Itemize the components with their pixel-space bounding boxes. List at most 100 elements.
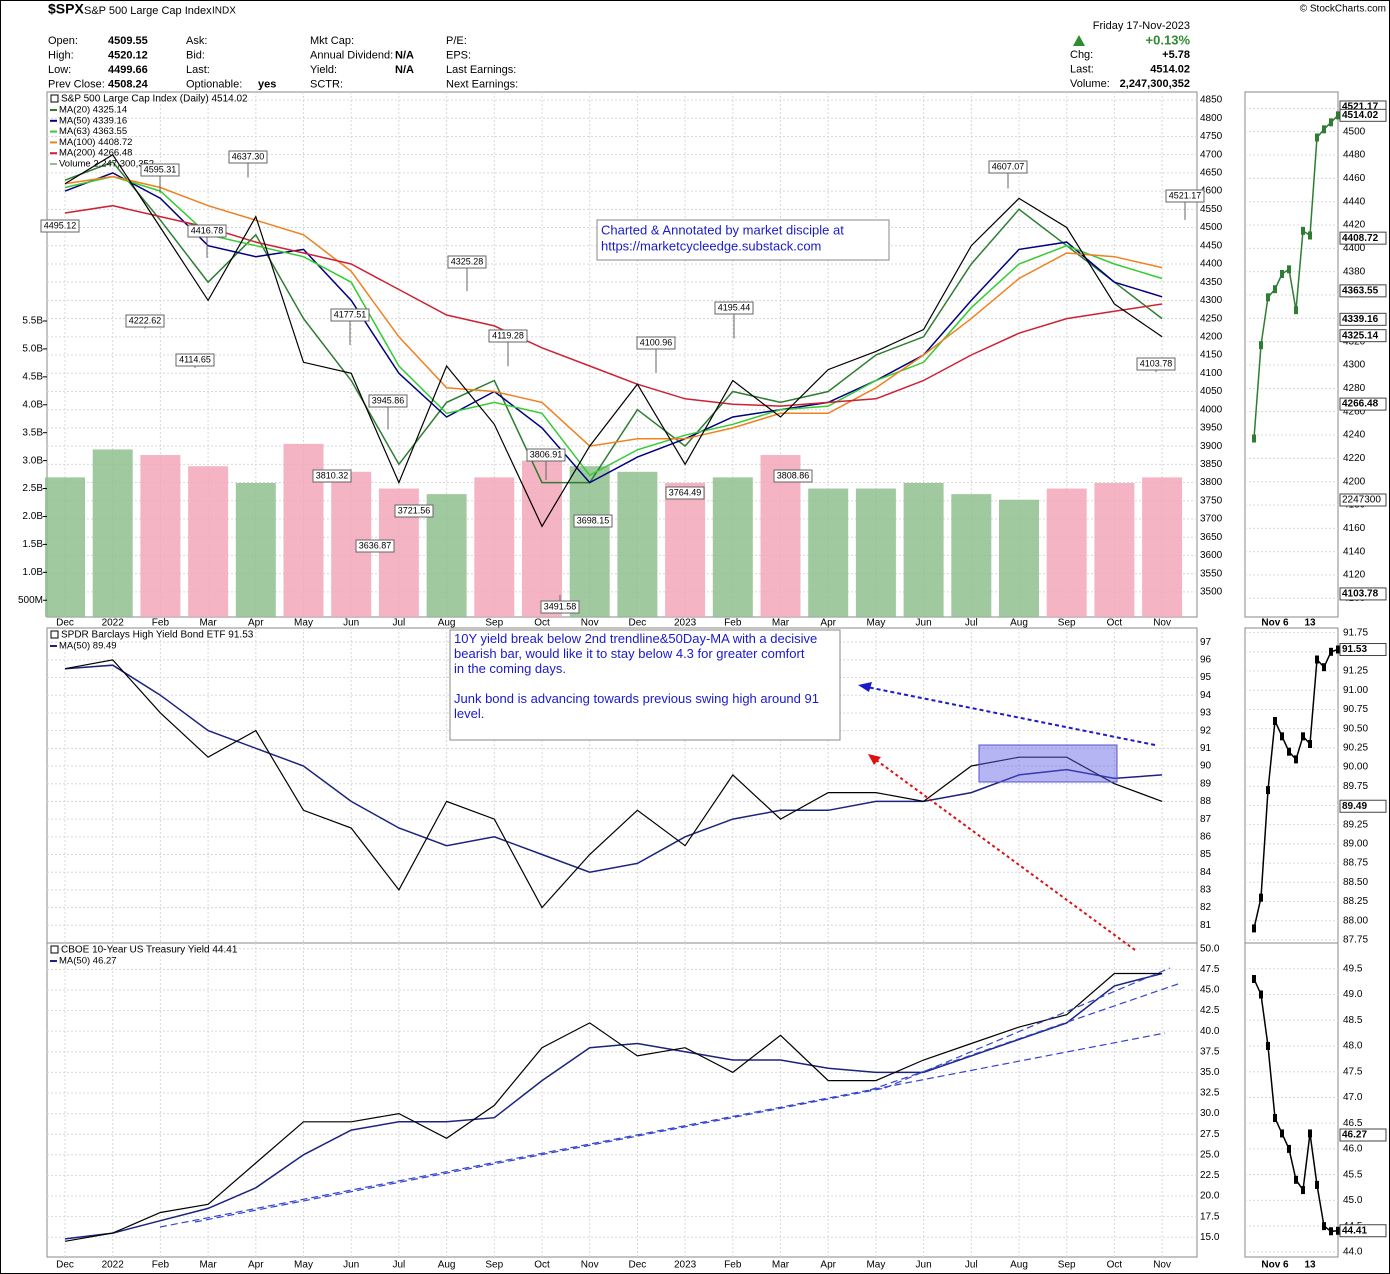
legend-icon [50,945,59,954]
y-tick-label: 4160 [1343,523,1366,534]
value-tag [1339,1128,1387,1142]
price-label: 4195.44 [718,302,751,312]
volume-bar [140,455,181,617]
legend-label: MA(63) 4363.55 [59,126,127,137]
y-tick-label: 4280 [1343,383,1366,394]
side-candle [1336,111,1340,120]
y-tick-label: 49.0 [1343,989,1363,1000]
price-label: 3764.49 [669,487,702,497]
side-candle [1259,893,1263,902]
note-text: https://marketcycleedge.substack.com [601,238,821,253]
y-tick-label: 17.5 [1200,1211,1220,1222]
ma-line [64,204,1163,407]
x-tick-label: Oct [1107,1260,1123,1271]
y-tick-label: 94 [1200,690,1212,701]
arrow-head [868,754,881,765]
value-tag-label: 44.41 [1342,1225,1367,1236]
y-tick-label: 46.0 [1343,1144,1363,1155]
x-tick-label: Nov [1153,618,1171,629]
side-candle [1301,1186,1305,1195]
price-label: 4103.78 [1140,358,1173,368]
name: S&P 500 Large Cap Index [84,5,212,17]
side-candle [1280,270,1284,278]
panel-title: SPDR Barclays High Yield Bond ETF 91.53 [61,630,254,641]
price-label: 4177.51 [334,309,367,319]
price-label: 4607.07 [992,161,1025,171]
label-box [187,224,227,238]
x-tick-label: Oct [534,1260,550,1271]
value-tag-label: 4363.55 [1342,285,1379,296]
x-tick-label: May [294,618,313,629]
y-tick-label: 40.0 [1200,1026,1220,1037]
field-label: Low: [48,64,71,76]
field-label: P/E: [446,35,467,47]
y-tick-label: 4400 [1343,243,1366,254]
label-box [175,353,215,367]
price-label: 4114.65 [179,354,211,364]
value-tag [1339,493,1387,507]
y-tick-label: 84 [1200,867,1212,878]
y-tick-label: 90.25 [1343,742,1368,753]
x-tick-label: Sep [485,618,503,629]
side-candle [1287,265,1291,274]
y-tick-label: 4450 [1200,240,1223,251]
price-label: 4119.28 [492,330,524,340]
y-tick-label: 48.0 [1343,1041,1363,1052]
price-line [64,972,1163,1242]
label-box [368,394,408,408]
panel-title: CBOE 10-Year US Treasury Yield 44.41 [61,945,238,956]
quote-value: +5.78 [1162,49,1190,61]
value-tag-label: 4266.48 [1342,399,1379,410]
y-tick-label: 4480 [1343,150,1366,161]
y-tick-label: 90.75 [1343,704,1368,715]
side-candle [1329,118,1333,127]
price-label: 4637.30 [232,151,265,161]
y-tick-label: 47.0 [1343,1092,1363,1103]
x-tick-label: Jul [393,618,406,629]
date: Friday 17-Nov-2023 [1093,20,1190,32]
ma-line [64,175,1163,477]
side-candle [1280,1129,1284,1138]
side-candle [1252,975,1256,984]
label-box [140,163,180,177]
label-box [540,600,580,614]
legend-label: MA(200) 4266.48 [59,148,132,159]
x-tick-label: 2022 [102,1260,125,1271]
x-tick-label: Feb [724,618,742,629]
x-tick-label: Feb [152,618,170,629]
symbol: $SPX [48,1,84,17]
side-x-label: Nov 6 [1261,618,1289,629]
price-label: 3806.91 [530,449,563,459]
y-tick-label: 92 [1200,725,1212,736]
volume-bar [522,460,562,617]
value-tag-label: 4325.14 [1342,330,1379,341]
x-tick-label: Apr [248,1260,264,1271]
volume-bar [1142,477,1183,617]
y-tick-label: 45.0 [1343,1195,1363,1206]
y-tick-label: 4200 [1200,331,1223,342]
y-tick-label: 90 [1200,761,1212,772]
side-candle [1252,924,1256,933]
x-tick-label: Mar [199,618,217,629]
vol-tick-label: 4.5B [22,371,43,382]
x-tick-label: Jun [916,1260,932,1271]
y-tick-label: 3650 [1200,532,1223,543]
y-tick-label: 4420 [1343,220,1366,231]
y-tick-label: 44.0 [1343,1246,1363,1257]
y-tick-label: 89.00 [1343,839,1368,850]
y-tick-label: 3600 [1200,550,1223,561]
label-box [773,469,813,483]
value-tag [1339,284,1387,298]
label-box [394,504,434,518]
label-box [1136,357,1176,371]
value-tag-label: 46.27 [1342,1130,1367,1141]
vol-tick-label: 1.0B [22,567,43,578]
value-tag [1339,108,1387,122]
y-tick-label: 4000 [1200,404,1223,415]
label-box [988,160,1028,174]
value-tag-label: 4103.78 [1342,589,1379,600]
y-tick-label: 32.5 [1200,1088,1220,1099]
x-tick-label: Sep [485,1260,503,1271]
legend-label: Volume 2,247,300,352 [59,159,154,170]
x-tick-label: Nov [581,618,599,629]
